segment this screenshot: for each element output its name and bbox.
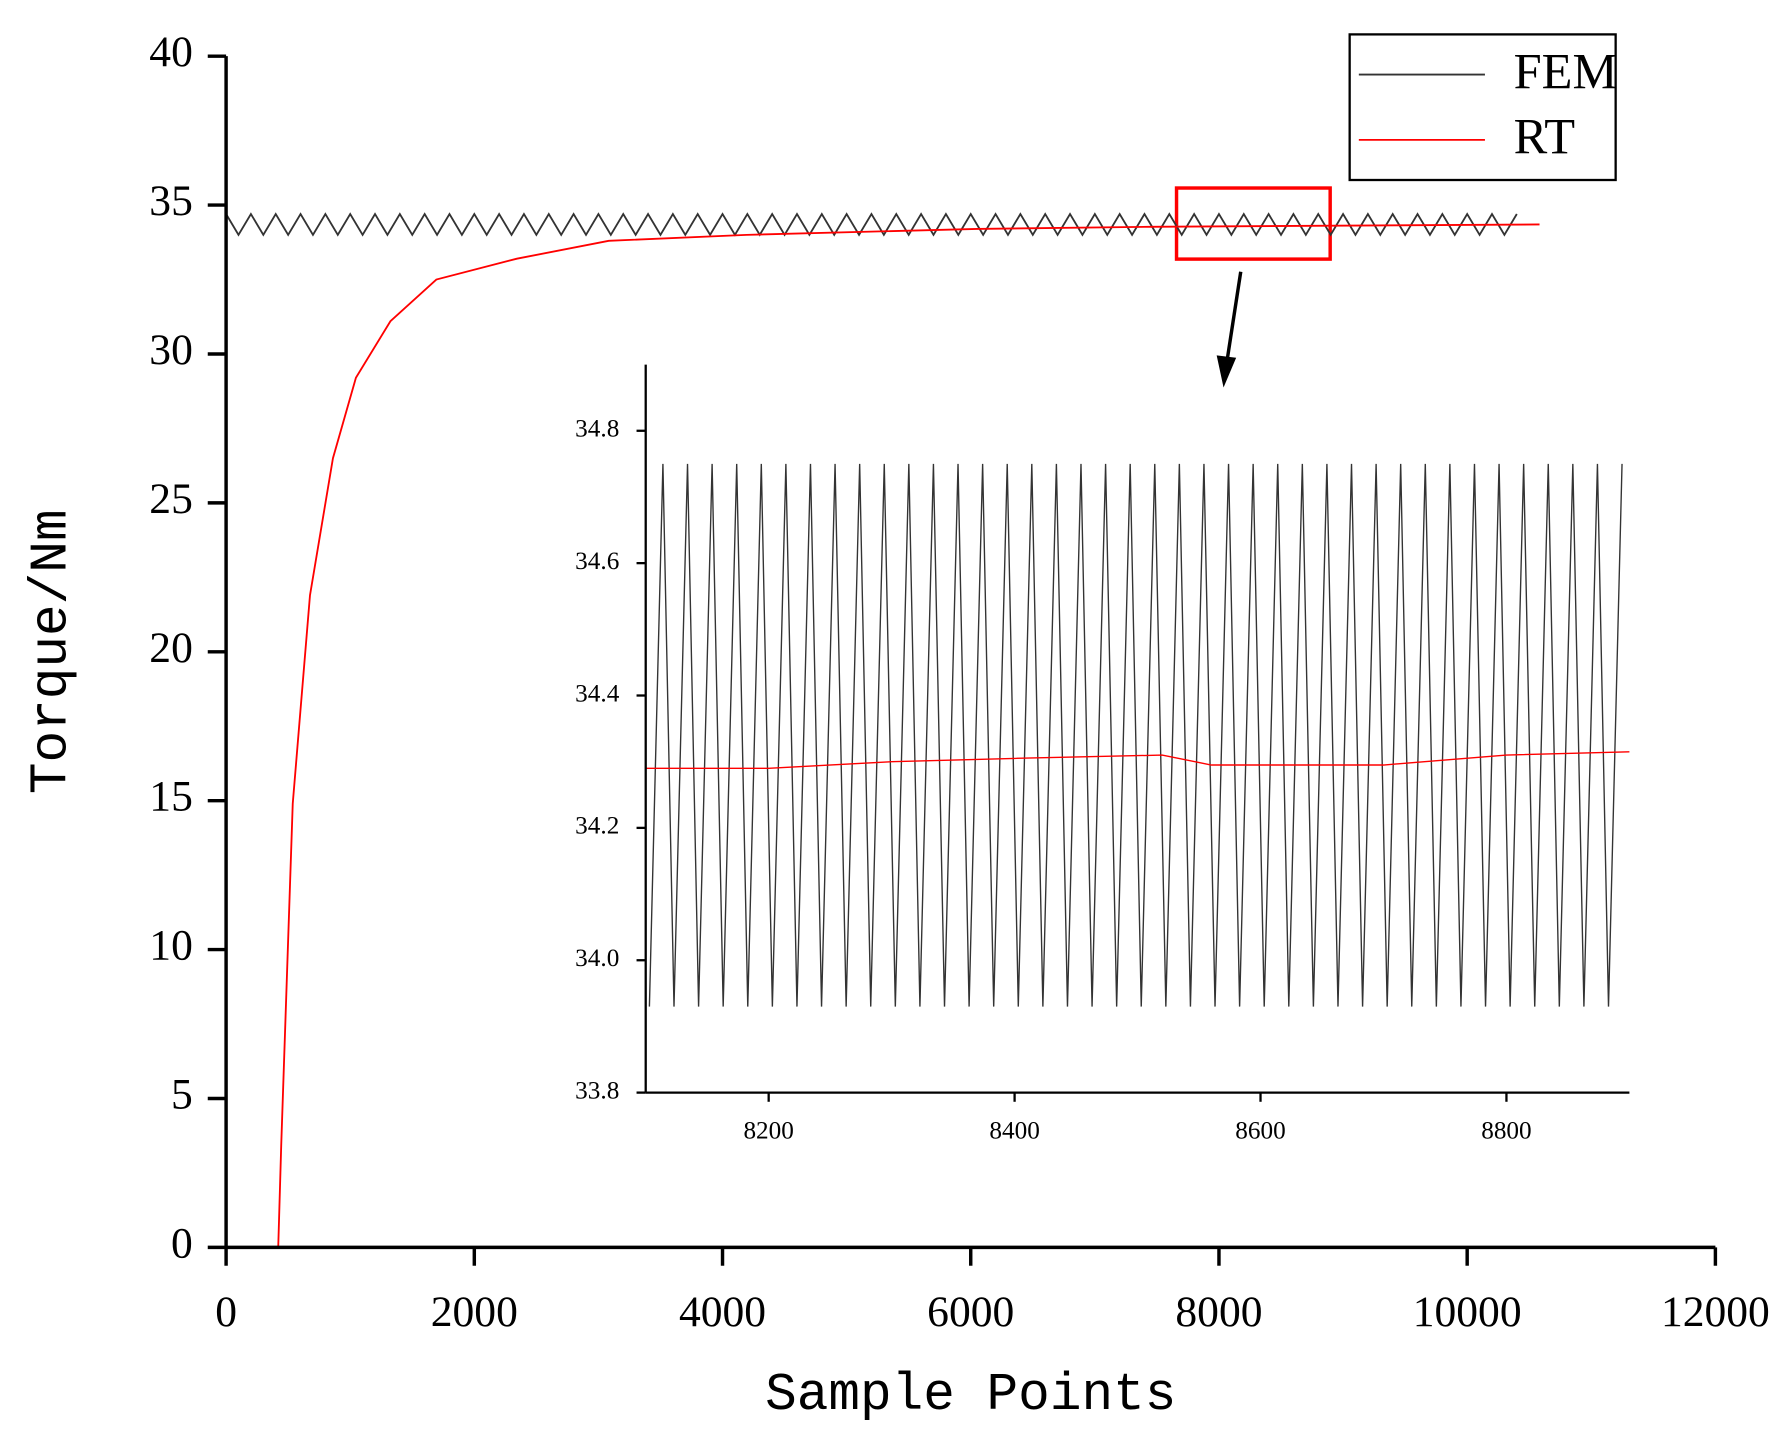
y-tick-label: 34.6 — [575, 548, 619, 575]
zoom-arrow — [1225, 271, 1243, 362]
y-tick-label: 34.8 — [575, 416, 619, 443]
y-tick-label: 40 — [149, 28, 193, 76]
y-tick-label: 25 — [149, 475, 193, 523]
y-tick-label: 10 — [149, 922, 193, 970]
series-line — [645, 751, 1630, 770]
x-tick-label: 6000 — [927, 1288, 1014, 1336]
series-line — [226, 223, 1540, 1249]
x-tick-label: 8000 — [1175, 1288, 1262, 1336]
y-tick-label: 15 — [149, 773, 193, 821]
y-tick-label: 30 — [149, 326, 193, 374]
x-tick-label: 8400 — [989, 1118, 1039, 1145]
x-tick-label: 0 — [215, 1288, 237, 1336]
y-tick-label: 33.8 — [575, 1077, 619, 1104]
y-tick-label: 34.0 — [575, 945, 619, 972]
x-axis-title: Sample Points — [765, 1365, 1176, 1425]
y-tick-label: 0 — [171, 1219, 193, 1267]
legend-label: RT — [1514, 109, 1575, 165]
y-tick-label: 34.4 — [575, 680, 620, 707]
legend-box — [1348, 33, 1617, 182]
zoom-box — [1174, 186, 1332, 261]
x-tick-label: 8800 — [1481, 1118, 1531, 1145]
y-tick-label: 34.2 — [575, 813, 619, 840]
y-tick-label: 20 — [149, 624, 193, 672]
x-tick-label: 8600 — [1235, 1118, 1285, 1145]
series-line — [225, 212, 1518, 237]
legend-label: FEM — [1514, 43, 1618, 99]
x-tick-label: 8200 — [743, 1118, 793, 1145]
y-tick-label: 35 — [149, 177, 193, 225]
series-line — [648, 463, 1623, 1007]
x-tick-label: 4000 — [679, 1288, 766, 1336]
y-axis-title: Torque/Nm — [22, 509, 82, 794]
x-tick-label: 12000 — [1661, 1288, 1770, 1336]
zoom-arrow-head — [1216, 355, 1237, 388]
x-tick-label: 2000 — [431, 1288, 518, 1336]
y-tick-label: 5 — [171, 1070, 193, 1118]
x-tick-label: 10000 — [1413, 1288, 1522, 1336]
